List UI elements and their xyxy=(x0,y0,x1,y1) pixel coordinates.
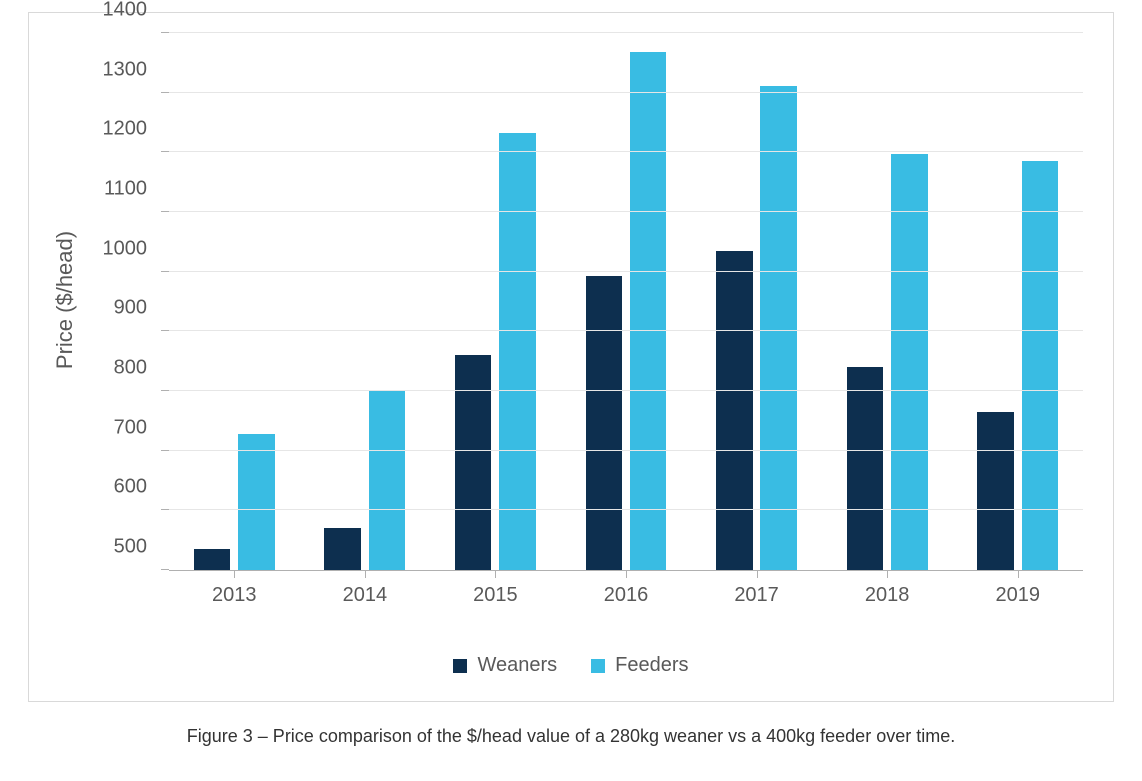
y-tick-label: 1100 xyxy=(104,178,169,201)
y-tick-mark xyxy=(161,151,169,152)
y-tick-label: 1200 xyxy=(103,118,170,141)
bar xyxy=(238,434,275,570)
bar xyxy=(324,528,361,570)
bar xyxy=(586,276,623,570)
y-tick-mark xyxy=(161,450,169,451)
bar xyxy=(760,86,797,570)
gridline xyxy=(169,390,1083,391)
legend-label: Weaners xyxy=(477,654,557,677)
bar xyxy=(847,367,884,570)
bars-layer: 2013201420152016201720182019 xyxy=(169,33,1083,570)
gridline xyxy=(169,450,1083,451)
x-tick-label: 2015 xyxy=(473,570,518,607)
y-tick-label: 700 xyxy=(114,416,169,439)
category-group: 2019 xyxy=(952,33,1083,570)
figure-container: Price ($/head) 2013201420152016201720182… xyxy=(0,0,1142,759)
bar xyxy=(716,251,753,570)
x-tick-label: 2019 xyxy=(995,570,1040,607)
category-group: 2016 xyxy=(561,33,692,570)
legend-swatch xyxy=(453,659,467,673)
bar xyxy=(455,355,492,570)
legend-swatch xyxy=(591,659,605,673)
x-tick-label: 2018 xyxy=(865,570,910,607)
plot-area: 2013201420152016201720182019 50060070080… xyxy=(169,33,1083,571)
bar xyxy=(630,52,667,570)
y-tick-mark xyxy=(161,92,169,93)
gridline xyxy=(169,509,1083,510)
category-group: 2017 xyxy=(691,33,822,570)
y-tick-label: 1300 xyxy=(103,58,170,81)
y-tick-mark xyxy=(161,271,169,272)
bar xyxy=(194,549,231,570)
y-tick-label: 1000 xyxy=(103,237,170,260)
legend-item: Weaners xyxy=(453,654,557,677)
y-tick-mark xyxy=(161,330,169,331)
bar xyxy=(369,391,406,570)
plot-frame: 2013201420152016201720182019 50060070080… xyxy=(169,33,1083,571)
category-group: 2014 xyxy=(300,33,431,570)
legend-item: Feeders xyxy=(591,654,688,677)
y-tick-mark xyxy=(161,509,169,510)
y-tick-mark xyxy=(161,32,169,33)
gridline xyxy=(169,32,1083,33)
category-group: 2018 xyxy=(822,33,953,570)
bar xyxy=(891,154,928,570)
x-tick-label: 2016 xyxy=(604,570,649,607)
category-group: 2013 xyxy=(169,33,300,570)
category-group: 2015 xyxy=(430,33,561,570)
y-tick-label: 900 xyxy=(114,297,169,320)
gridline xyxy=(169,330,1083,331)
gridline xyxy=(169,92,1083,93)
y-axis-label: Price ($/head) xyxy=(52,231,78,369)
gridline xyxy=(169,151,1083,152)
bar xyxy=(977,412,1014,570)
y-tick-mark xyxy=(161,569,169,570)
y-tick-label: 800 xyxy=(114,357,169,380)
x-tick-label: 2017 xyxy=(734,570,779,607)
y-tick-label: 600 xyxy=(114,476,169,499)
legend-label: Feeders xyxy=(615,654,688,677)
chart-frame: Price ($/head) 2013201420152016201720182… xyxy=(28,12,1114,702)
x-tick-label: 2014 xyxy=(343,570,388,607)
y-tick-mark xyxy=(161,211,169,212)
gridline xyxy=(169,211,1083,212)
bar xyxy=(499,133,536,570)
y-tick-mark xyxy=(161,390,169,391)
legend: Weaners Feeders xyxy=(29,654,1113,677)
x-tick-label: 2013 xyxy=(212,570,257,607)
figure-caption: Figure 3 – Price comparison of the $/hea… xyxy=(28,702,1114,759)
gridline xyxy=(169,271,1083,272)
y-tick-label: 500 xyxy=(114,536,169,559)
y-tick-label: 1400 xyxy=(103,0,170,22)
